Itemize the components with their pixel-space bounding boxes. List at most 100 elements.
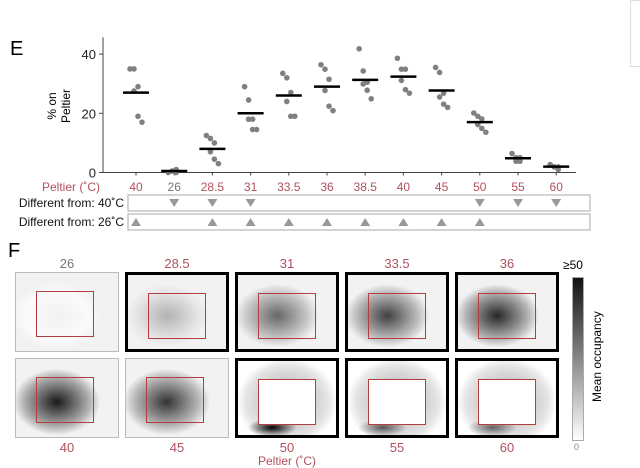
triangle-down-icon <box>169 199 180 207</box>
data-point <box>402 66 409 72</box>
significance-row-label: Different from: 40˚C <box>19 196 124 210</box>
data-point <box>215 160 222 167</box>
heatmap-temperature-label: 45 <box>169 440 185 455</box>
data-point <box>513 158 519 165</box>
triangle-up-icon <box>398 218 409 226</box>
data-point <box>555 166 561 173</box>
data-point <box>479 125 485 132</box>
triangle-up-icon <box>322 218 332 226</box>
data-point <box>475 113 481 120</box>
data-point <box>249 126 256 133</box>
data-point <box>402 86 409 93</box>
data-point <box>483 129 489 136</box>
data-point <box>211 140 218 146</box>
heatmap-temperature-label: 40 <box>59 440 75 455</box>
data-point <box>245 116 252 123</box>
data-point <box>356 45 363 52</box>
y-tick-label: 40 <box>82 47 96 62</box>
heatmap-temperature-label: 33.5 <box>384 256 410 271</box>
occupancy-heatmap <box>455 358 559 438</box>
data-point <box>432 64 439 71</box>
data-point <box>326 76 332 83</box>
occupancy-heatmap <box>125 272 229 352</box>
data-point <box>360 68 367 74</box>
x-tick-label: 33.5 <box>277 180 301 194</box>
triangle-down-icon <box>513 199 523 207</box>
triangle-down-icon <box>551 199 562 207</box>
peltier-region-outline <box>146 377 204 423</box>
x-tick-label: 28.5 <box>201 180 225 194</box>
data-point <box>288 113 294 120</box>
data-point <box>394 55 401 62</box>
data-point <box>398 77 405 84</box>
data-point <box>322 87 328 94</box>
occupancy-density <box>128 275 226 349</box>
peltier-region-outline <box>258 379 316 425</box>
data-point <box>245 97 252 103</box>
occupancy-density <box>16 359 118 437</box>
heatmap-x-label: Peltier (˚C) <box>258 454 317 468</box>
data-point <box>207 135 214 142</box>
peltier-region-outline <box>368 379 426 425</box>
triangle-up-icon <box>207 218 218 226</box>
y-tick-label: 0 <box>89 166 96 181</box>
x-tick-label: 26 <box>168 180 182 194</box>
data-point <box>440 90 447 96</box>
data-point <box>330 107 336 114</box>
occupancy-density <box>126 359 228 437</box>
data-point <box>139 119 145 125</box>
peltier-region-outline <box>36 291 94 337</box>
occupancy-density <box>16 273 118 351</box>
significance-row-label: Different from: 26˚C <box>19 215 124 229</box>
data-point <box>318 61 324 68</box>
peltier-region-outline <box>478 293 536 339</box>
x-tick-label: 40 <box>129 180 143 194</box>
data-point <box>440 101 447 107</box>
occupancy-heatmap <box>345 358 449 438</box>
data-point <box>280 70 286 77</box>
heatmap-temperature-label: 31 <box>279 256 295 271</box>
heatmap-temperature-label: 26 <box>59 256 75 271</box>
data-point <box>509 150 515 157</box>
colorbar-min-label: 0 <box>574 442 580 452</box>
triangle-up-icon <box>283 218 294 226</box>
occupancy-heatmap <box>15 358 119 438</box>
occupancy-density <box>348 275 446 349</box>
heatmap-temperature-label: 55 <box>389 440 405 455</box>
data-point <box>241 83 248 90</box>
data-point <box>292 113 298 120</box>
triangle-down-icon <box>207 199 218 207</box>
triangle-down-icon <box>245 199 256 207</box>
triangle-up-icon <box>474 218 485 226</box>
x-tick-label: 50 <box>473 180 487 194</box>
x-axis-label: Peltier (˚C) <box>42 180 100 194</box>
data-point <box>398 66 405 72</box>
x-tick-label: 45 <box>435 180 449 194</box>
data-point <box>517 158 523 165</box>
heatmap-temperature-label: 36 <box>499 256 515 271</box>
triangle-up-icon <box>131 218 141 226</box>
data-point <box>288 89 294 96</box>
data-point <box>284 98 290 105</box>
data-point <box>368 95 375 102</box>
data-point <box>479 116 485 122</box>
side-panel-edge <box>630 0 640 67</box>
panel-e-label: E <box>10 38 23 60</box>
peltier-region-outline <box>36 377 94 423</box>
occupancy-heatmap <box>455 272 559 352</box>
data-point <box>284 74 290 81</box>
data-point <box>203 132 210 139</box>
triangle-down-icon <box>474 199 485 207</box>
triangle-up-icon <box>360 218 371 226</box>
data-point <box>436 94 443 100</box>
colorbar-max-label: ≥50 <box>563 258 583 272</box>
heatmap-temperature-label: 28.5 <box>164 256 190 271</box>
data-point <box>249 116 256 123</box>
y-axis-label: % onPeltier <box>45 89 73 123</box>
data-point <box>326 103 332 109</box>
data-point <box>211 156 218 162</box>
occupancy-heatmap <box>345 272 449 352</box>
colorbar <box>572 277 584 441</box>
heatmap-temperature-label: 50 <box>279 440 295 455</box>
occupancy-heatmap <box>235 358 339 438</box>
